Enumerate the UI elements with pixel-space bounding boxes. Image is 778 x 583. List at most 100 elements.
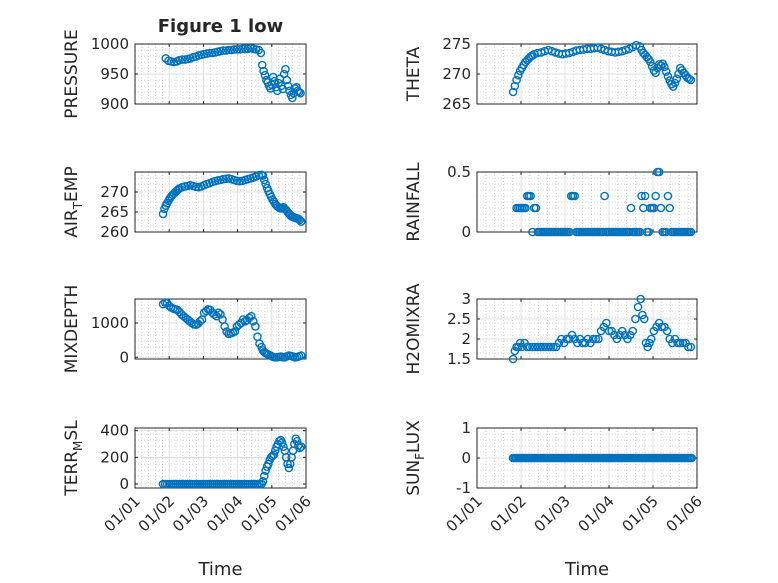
data-point (270, 76, 279, 86)
data-point (238, 44, 247, 54)
data-point (646, 334, 656, 344)
data-point (546, 342, 556, 352)
data-point (260, 70, 270, 80)
subplot-rainfall: 0 0.5 RAINFALL (404, 162, 698, 242)
data-points (508, 453, 697, 463)
data-points (512, 167, 696, 237)
data-point (525, 342, 535, 352)
data-points (508, 294, 696, 364)
data-point (656, 203, 666, 213)
subplot-sun_flux: -1 0 1 SUNFLUX 01/01 01/02 01/03 01/04 01/05 01/0… (404, 419, 706, 580)
data-point (259, 471, 269, 481)
y-tick-label: 1000 (91, 314, 129, 332)
data-point (686, 227, 696, 237)
y-tick-label: 1.5 (447, 350, 471, 368)
x-axis-label: Time (564, 559, 609, 580)
data-point (288, 93, 297, 103)
data-point (626, 203, 636, 213)
data-point (591, 334, 601, 344)
data-point (195, 316, 205, 326)
data-point (663, 72, 673, 81)
data-point (530, 342, 540, 352)
data-point (670, 78, 680, 88)
y-axis-label: SUNFLUX (404, 420, 427, 496)
data-point (220, 322, 229, 331)
chart-title: Figure 1 low (158, 16, 283, 37)
x-tick-label: 01/04 (575, 492, 618, 535)
data-point (602, 318, 611, 328)
data-point (654, 60, 664, 69)
y-axis-label: THETA (404, 46, 424, 102)
data-point (293, 86, 303, 96)
y-tick-label: 1 (461, 419, 471, 437)
data-point (296, 217, 306, 226)
data-point (295, 215, 305, 225)
data-points (508, 40, 696, 97)
x-tick-label: 01/05 (237, 492, 280, 535)
data-point (224, 45, 234, 55)
data-point (654, 167, 664, 177)
y-tick-label: 2 (461, 330, 471, 348)
data-point (657, 322, 667, 332)
data-point (521, 203, 530, 213)
x-tick-label: 01/06 (663, 492, 706, 535)
data-point (673, 338, 682, 348)
data-point (197, 315, 207, 324)
data-point (538, 342, 548, 352)
x-tick-label: 01/02 (135, 492, 178, 535)
data-point (665, 203, 675, 213)
data-point (296, 442, 306, 451)
data-point (528, 51, 537, 60)
data-point (214, 308, 223, 318)
data-point (514, 342, 523, 352)
data-point (528, 342, 537, 352)
data-point (258, 171, 268, 180)
y-axis-label: RAINFALL (404, 162, 424, 242)
data-point (687, 453, 697, 463)
data-point (533, 342, 543, 352)
data-point (643, 342, 653, 352)
x-tick-label: 01/01 (443, 492, 486, 535)
data-point (633, 302, 643, 312)
data-point (637, 191, 646, 201)
minor-grid (477, 172, 697, 232)
y-axis-label: AIRTEMP (62, 166, 85, 237)
data-point (661, 67, 671, 76)
data-point (663, 191, 673, 201)
data-point (284, 463, 294, 473)
data-point (269, 450, 279, 459)
y-axis-label: PRESSURE (62, 29, 82, 118)
axes-box (134, 171, 307, 233)
y-tick-label: 3 (461, 290, 471, 308)
data-point (253, 332, 262, 342)
axes-box (476, 298, 698, 360)
data-point (512, 75, 521, 85)
x-tick-label: 01/03 (531, 492, 574, 535)
data-point (158, 209, 168, 219)
y-tick-label: 0 (119, 475, 129, 493)
data-point (216, 310, 225, 319)
y-tick-label: 260 (100, 223, 129, 241)
data-point (277, 438, 287, 447)
data-point (296, 351, 306, 360)
data-point (296, 88, 305, 98)
x-axis-label: Time (197, 559, 242, 580)
y-axis-label: MIXDEPTH (62, 285, 82, 374)
data-points (161, 43, 305, 103)
data-point (229, 45, 239, 54)
y-tick-label: 270 (100, 183, 129, 201)
y-tick-label: 0 (461, 449, 471, 467)
data-point (251, 322, 260, 331)
data-point (578, 338, 587, 348)
data-point (187, 318, 197, 328)
data-point (646, 57, 655, 67)
data-point (543, 342, 553, 352)
data-point (686, 75, 696, 85)
y-tick-label: 1000 (91, 35, 129, 53)
y-tick-label: 270 (442, 65, 471, 83)
data-point (177, 55, 187, 64)
subplot-h2omixra: 1.5 2 2.5 3 H2OMIXRA (404, 283, 698, 375)
y-tick-label: 275 (442, 35, 471, 53)
data-point (541, 342, 550, 352)
